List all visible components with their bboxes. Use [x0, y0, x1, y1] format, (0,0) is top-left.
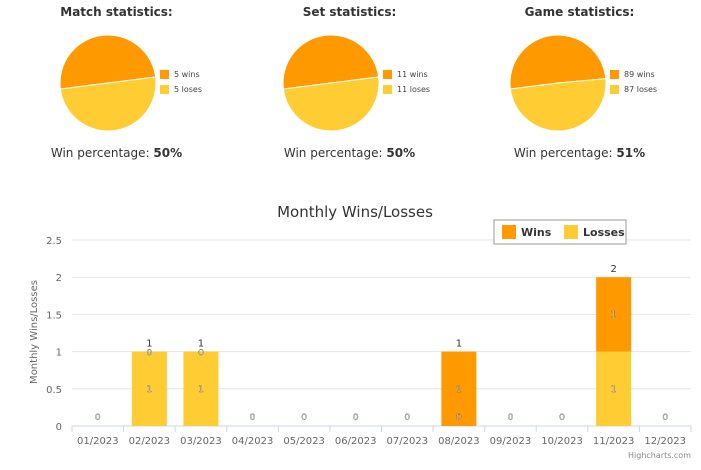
- data-label-wins: 0: [404, 413, 410, 423]
- x-axis-ticks: 01/2023 02/2023 03/2023 04/2023 05/2023 06/20…: [71, 426, 692, 447]
- legend-swatch-loses: [160, 85, 169, 94]
- bar-wins[interactable]: [596, 277, 632, 352]
- x-tick-label: 06/2023: [335, 436, 377, 447]
- win-percentage: Win percentage: 50%: [233, 146, 466, 160]
- legend-label-wins: 89 wins: [624, 70, 655, 79]
- legend-label[interactable]: Wins: [521, 226, 552, 239]
- data-label-wins: 0: [250, 413, 256, 423]
- bar-chart: Monthly Wins/Losses Monthly Wins/Losses …: [29, 203, 692, 447]
- stack-total-label: 1: [198, 339, 204, 350]
- data-label-wins: 0: [147, 349, 153, 359]
- pie-slice-loses[interactable]: [509, 78, 607, 132]
- x-tick-label: 03/2023: [180, 436, 222, 447]
- legend-swatch-loses: [610, 85, 619, 94]
- stack-total-label: 1: [146, 339, 152, 350]
- pie-block-game: Game statistics: 89 wins 87 loses Win pe…: [463, 0, 696, 170]
- pie-slice-wins[interactable]: [282, 34, 380, 90]
- x-tick-label: 02/2023: [129, 436, 171, 447]
- data-label-losses: 0: [456, 413, 462, 423]
- data-label-wins: 1: [456, 385, 462, 395]
- bar-losses[interactable]: [183, 351, 219, 426]
- win-percentage: Win percentage: 51%: [463, 146, 696, 160]
- chart-title: Monthly Wins/Losses: [277, 203, 433, 221]
- bar-wins[interactable]: [441, 351, 477, 426]
- data-label-wins: 0: [301, 413, 307, 423]
- x-tick-label: 12/2023: [644, 436, 686, 447]
- legend-item-wins[interactable]: 89 wins: [610, 70, 655, 79]
- pie-block-match: Match statistics: 5 wins 5 loses Win per…: [0, 0, 233, 170]
- y-axis-ticks: 0 0.5 1 1.5 2 2.5: [46, 236, 62, 433]
- legend-label-wins: 5 wins: [174, 70, 200, 79]
- legend-item-loses[interactable]: 5 loses: [160, 85, 202, 94]
- win-percentage-value: 51%: [616, 146, 646, 160]
- bar-losses[interactable]: [596, 351, 632, 426]
- x-tick-label: 08/2023: [438, 436, 480, 447]
- pie-chart-match: [59, 34, 157, 132]
- y-tick-label: 1.5: [46, 310, 62, 321]
- data-label-losses: 1: [198, 385, 204, 395]
- win-percentage: Win percentage: 50%: [0, 146, 233, 160]
- win-percentage-label: Win percentage:: [283, 146, 383, 160]
- win-percentage-label: Win percentage:: [513, 146, 613, 160]
- x-tick-label: 04/2023: [232, 436, 274, 447]
- x-tick-label: 01/2023: [77, 436, 119, 447]
- x-tick-label: 10/2023: [541, 436, 583, 447]
- legend-swatch[interactable]: [502, 225, 516, 239]
- x-tick-label: 09/2023: [490, 436, 532, 447]
- y-tick-label: 2.5: [46, 236, 62, 247]
- data-label-wins: 1: [611, 310, 617, 320]
- pie-block-set: Set statistics: 11 wins 11 loses Win per…: [233, 0, 466, 170]
- y-axis-title: Monthly Wins/Losses: [29, 280, 40, 384]
- data-label-wins: 0: [559, 413, 565, 423]
- y-tick-label: 0.5: [46, 385, 62, 396]
- win-percentage-value: 50%: [153, 146, 183, 160]
- pie-title: Match statistics:: [60, 5, 173, 19]
- data-label-losses: 1: [147, 385, 153, 395]
- data-label-wins: 0: [662, 413, 668, 423]
- legend-label-wins: 11 wins: [397, 70, 428, 79]
- y-tick-label: 2: [56, 273, 62, 284]
- data-label-wins: 0: [95, 413, 101, 423]
- legend-swatch-wins: [160, 70, 169, 79]
- legend-item-loses[interactable]: 11 loses: [383, 85, 430, 94]
- data-label-wins: 0: [353, 413, 359, 423]
- stack-total-label: 1: [456, 339, 462, 350]
- win-percentage-label: Win percentage:: [50, 146, 150, 160]
- legend-swatch-wins: [383, 70, 392, 79]
- legend-item-wins[interactable]: 5 wins: [160, 70, 200, 79]
- legend-label[interactable]: Losses: [583, 226, 625, 239]
- pie-title: Set statistics:: [302, 5, 397, 19]
- legend-label-loses: 87 loses: [624, 85, 658, 94]
- legend-swatch-loses: [383, 85, 392, 94]
- x-tick-label: 11/2023: [593, 436, 635, 447]
- bar-losses[interactable]: [131, 351, 167, 426]
- x-tick-label: 05/2023: [283, 436, 325, 447]
- stack-total-label: 2: [610, 264, 616, 275]
- legend-label-loses: 5 loses: [174, 85, 203, 94]
- data-label-wins: 0: [198, 349, 204, 359]
- legend-item-loses[interactable]: 87 loses: [610, 85, 657, 94]
- data-label-wins: 0: [508, 413, 514, 423]
- credits-link[interactable]: Highcharts.com: [628, 451, 691, 460]
- pie-slice-loses[interactable]: [59, 76, 157, 132]
- pie-slice-loses[interactable]: [282, 76, 380, 132]
- chart-legend: Wins Losses: [493, 219, 627, 245]
- legend-item-wins[interactable]: 11 wins: [383, 70, 428, 79]
- x-tick-label: 07/2023: [387, 436, 429, 447]
- legend-swatch[interactable]: [564, 225, 578, 239]
- pie-slice-wins[interactable]: [509, 34, 607, 90]
- pie-chart-set: [282, 34, 380, 132]
- y-tick-label: 1: [56, 348, 62, 359]
- pie-slice-wins[interactable]: [59, 34, 157, 90]
- pie-chart-game: [509, 34, 607, 132]
- y-tick-label: 0: [56, 422, 62, 433]
- win-percentage-value: 50%: [386, 146, 416, 160]
- pie-title: Game statistics:: [524, 5, 635, 19]
- legend-swatch-wins: [610, 70, 619, 79]
- data-label-losses: 1: [611, 385, 617, 395]
- legend-label-loses: 11 loses: [397, 85, 431, 94]
